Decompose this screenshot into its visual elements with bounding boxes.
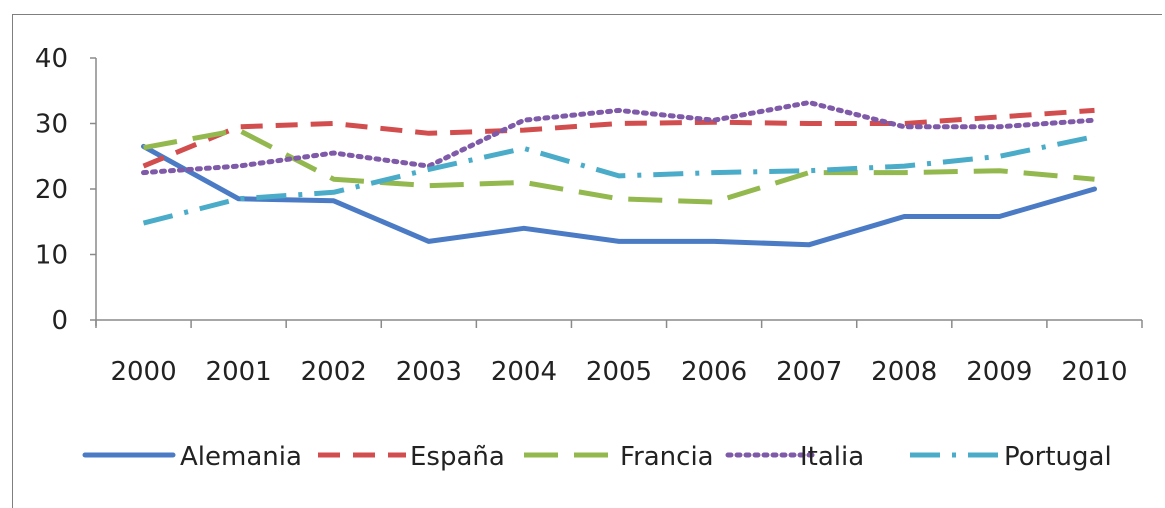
axes: 0 10 20 30 40 2000 2001 2002 2003 2004 2005 2006 200…	[35, 44, 1143, 387]
x-tick-label: 2004	[491, 357, 557, 387]
y-tick-label: 10	[35, 241, 68, 271]
legend-label-francia: Francia	[620, 442, 714, 472]
y-tick-label: 0	[51, 306, 68, 336]
legend-label-alemania: Alemania	[180, 442, 302, 472]
series-line-portugal	[142, 134, 1096, 226]
x-tick-label: 2001	[206, 357, 272, 387]
legend: Alemania España Francia Italia Portugal	[82, 442, 1112, 472]
legend-label-portugal: Portugal	[1004, 442, 1112, 472]
x-tick-label: 2006	[681, 357, 747, 387]
x-tick-label: 2003	[396, 357, 462, 387]
x-tick-label: 2000	[110, 357, 176, 387]
legend-label-italia: Italia	[800, 442, 864, 472]
x-tick-label: 2009	[966, 357, 1032, 387]
x-tick-label: 2010	[1061, 357, 1127, 387]
y-tick-label: 40	[35, 44, 68, 74]
x-tick-label: 2005	[586, 357, 652, 387]
y-tick-label: 20	[35, 175, 68, 205]
x-tick-label: 2002	[301, 357, 367, 387]
x-tick-label: 2008	[871, 357, 937, 387]
x-tick-label: 2007	[776, 357, 842, 387]
series-line-francia	[143, 127, 1095, 205]
chart-frame	[12, 14, 1162, 508]
legend-label-españa: España	[410, 442, 505, 472]
series-lines	[141, 100, 1097, 248]
y-tick-label: 30	[35, 110, 68, 140]
